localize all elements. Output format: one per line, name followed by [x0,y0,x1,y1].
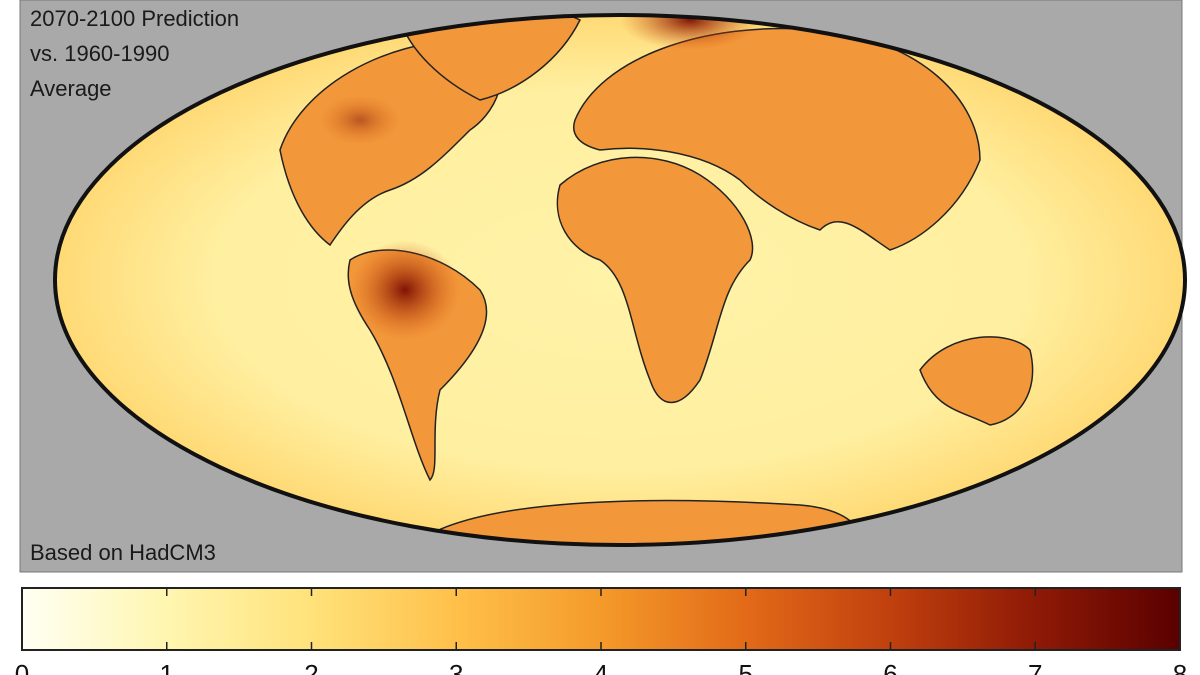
tick-label: 7 [1028,659,1042,675]
tick-label: 5 [739,659,753,675]
title-line: 2070-2100 Prediction [30,6,239,31]
title-line: Average [30,76,112,101]
tick-label: 3 [449,659,463,675]
tick-label: 4 [594,659,608,675]
tick-label: 2 [304,659,318,675]
colorbar [21,587,1181,651]
globe-outline [53,13,1187,547]
title-line: vs. 1960-1990 [30,41,169,66]
tick-label: 0 [15,659,29,675]
globe [55,15,1185,545]
tick-label: 1 [160,659,174,675]
continents [279,15,1034,545]
tick-label: 6 [883,659,897,675]
tick-label: 8 [1173,659,1187,675]
source-note: Based on HadCM3 [30,540,216,565]
